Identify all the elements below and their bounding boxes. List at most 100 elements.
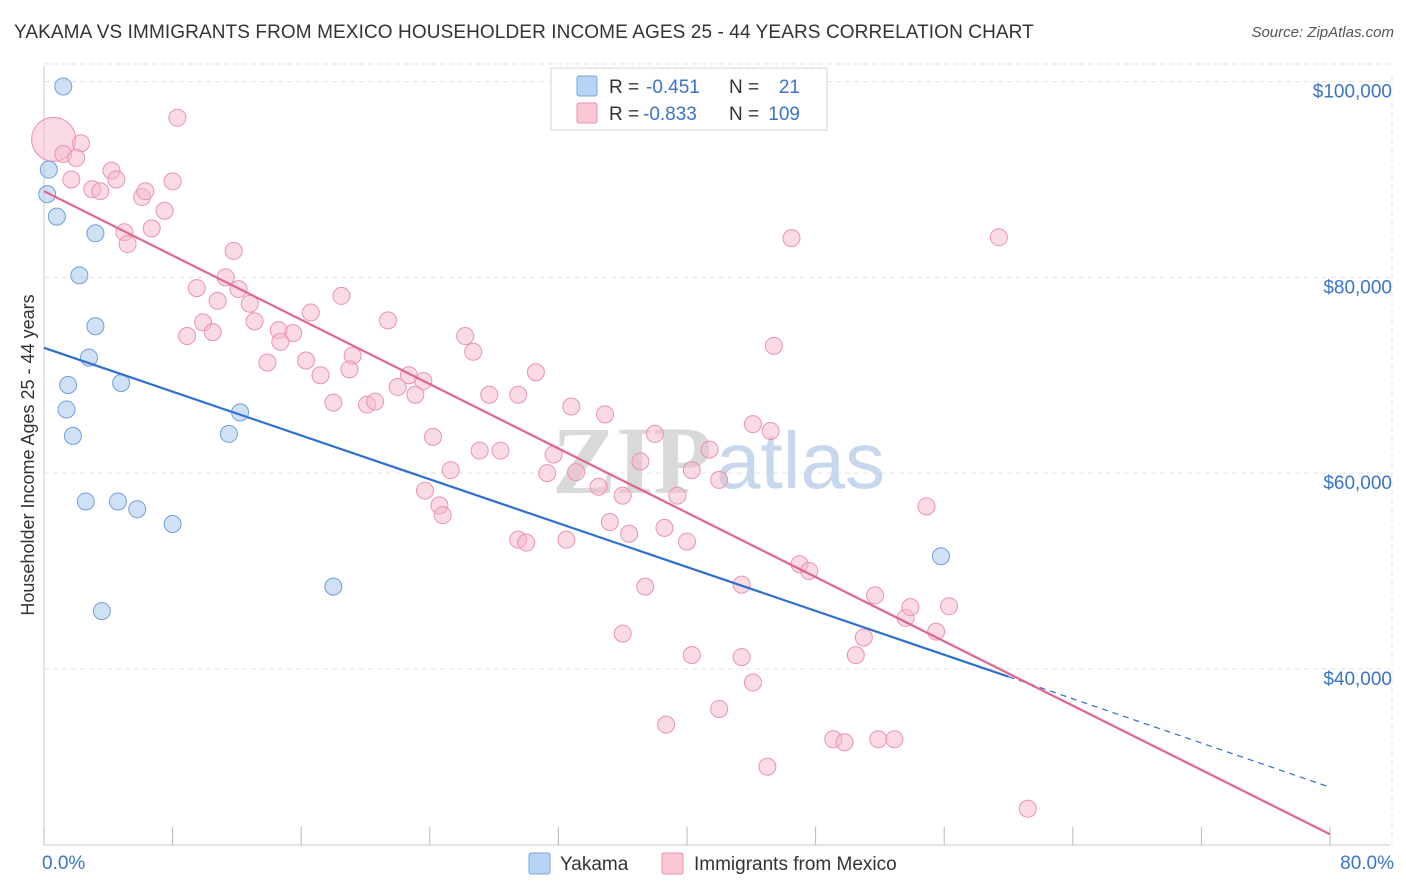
- mexico-point: [989, 228, 1008, 247]
- legend-r-label-mexico: R =: [609, 104, 639, 125]
- mexico-point: [596, 405, 615, 424]
- mexico-point: [187, 279, 206, 298]
- legend-r-label-yakama: R =: [609, 77, 639, 98]
- y-tick-labels: $40,000 $60,000 $80,000 $100,000: [1313, 82, 1392, 690]
- mexico-point: [284, 324, 303, 343]
- mexico-point: [297, 351, 316, 370]
- mexico-point: [700, 440, 719, 459]
- mexico-point: [567, 463, 586, 482]
- axes: [43, 66, 1390, 846]
- mexico-point: [163, 172, 182, 191]
- mexico-point: [118, 235, 137, 254]
- yakama-point: [86, 224, 105, 243]
- mexico-point: [600, 513, 619, 532]
- mexico-point: [589, 477, 608, 496]
- mexico-point: [464, 342, 483, 361]
- mexico-point: [311, 366, 330, 385]
- mexico-point: [710, 699, 729, 718]
- mexico-point: [743, 415, 762, 434]
- y-tick-label: $40,000: [1323, 669, 1392, 690]
- watermark-atlas: atlas: [716, 416, 885, 505]
- mexico-point: [203, 323, 222, 342]
- yakama-point: [324, 577, 343, 596]
- mexico-point: [216, 268, 235, 287]
- x-tick-label-max: 80.0%: [1340, 853, 1394, 874]
- chart-title: YAKAMA VS IMMIGRANTS FROM MEXICO HOUSEHO…: [14, 22, 1034, 43]
- y-axis-title: Householder Income Ages 25 - 44 years: [18, 294, 38, 615]
- mexico-point: [142, 219, 161, 238]
- mexico-point: [168, 108, 187, 127]
- mexico-point: [854, 628, 873, 647]
- mexico-point: [433, 506, 452, 525]
- mexico-point: [208, 291, 227, 310]
- yakama-point: [931, 547, 950, 566]
- mexico-point: [509, 385, 528, 404]
- mexico-point: [655, 518, 674, 537]
- mexico-point: [743, 673, 762, 692]
- legend-n-label-yakama: N =: [729, 77, 759, 98]
- mexico-point: [538, 464, 557, 483]
- mexico-point: [636, 577, 655, 596]
- mexico-point: [107, 170, 126, 189]
- yakama-trend-line: [43, 346, 1009, 678]
- yakama-point: [57, 400, 76, 419]
- mexico-point: [682, 646, 701, 665]
- mexico-point: [764, 336, 783, 355]
- mexico-point: [62, 170, 81, 189]
- mexico-point: [657, 715, 676, 734]
- trend-lines: [43, 190, 1331, 836]
- series-legend: Yakama Immigrants from Mexico: [528, 852, 897, 875]
- mexico-point: [901, 598, 920, 617]
- mexico-point: [324, 393, 343, 412]
- mexico-point: [678, 532, 696, 551]
- mexico-point: [885, 730, 904, 749]
- mexico-point: [1018, 799, 1037, 818]
- yakama-point: [39, 160, 58, 179]
- yakama-point: [47, 207, 66, 226]
- mexico-point: [258, 353, 277, 372]
- mexico-point: [758, 757, 777, 776]
- mexico-point: [340, 360, 359, 379]
- mexico-point: [682, 461, 701, 480]
- mexico-point: [562, 397, 581, 416]
- series-yakama-points: [38, 77, 950, 621]
- mexico-point: [668, 486, 687, 505]
- mexico-point: [710, 470, 729, 489]
- y-tick-label: $80,000: [1323, 277, 1392, 298]
- y-tick-label: $60,000: [1323, 473, 1392, 494]
- legend-n-value-yakama: 21: [779, 77, 800, 98]
- mexico-point: [869, 730, 888, 749]
- mexico-point: [366, 392, 385, 411]
- mexico-point: [456, 327, 475, 346]
- mexico-point: [470, 441, 489, 460]
- yakama-point: [219, 424, 238, 443]
- mexico-point: [526, 363, 545, 382]
- yakama-point: [86, 317, 105, 336]
- mexico-point: [332, 286, 351, 305]
- yakama-point: [128, 500, 147, 519]
- mexico-point: [379, 311, 398, 330]
- yakama-point: [92, 602, 111, 621]
- mexico-point: [441, 461, 460, 480]
- series-legend-label-mexico: Immigrants from Mexico: [694, 854, 897, 875]
- mexico-point: [480, 385, 499, 404]
- series-legend-label-yakama: Yakama: [560, 854, 629, 875]
- mexico-point: [613, 624, 632, 643]
- mexico-point: [620, 524, 639, 543]
- mexico-point: [301, 303, 320, 322]
- series-legend-swatch-yakama: [528, 852, 551, 875]
- mexico-point: [406, 385, 425, 404]
- mexico-point: [245, 312, 264, 331]
- mexico-point: [517, 533, 536, 552]
- yakama-point: [54, 77, 73, 96]
- mexico-point: [940, 597, 959, 616]
- mexico-point: [271, 332, 290, 351]
- yakama-point: [70, 266, 89, 285]
- yakama-point: [38, 185, 57, 204]
- mexico-point: [835, 733, 854, 752]
- grid-lines: [44, 63, 1393, 845]
- yakama-trend-extension: [1008, 676, 1331, 788]
- legend-n-value-mexico: 109: [768, 104, 800, 125]
- source-label: Source: ZipAtlas.com: [1251, 24, 1394, 41]
